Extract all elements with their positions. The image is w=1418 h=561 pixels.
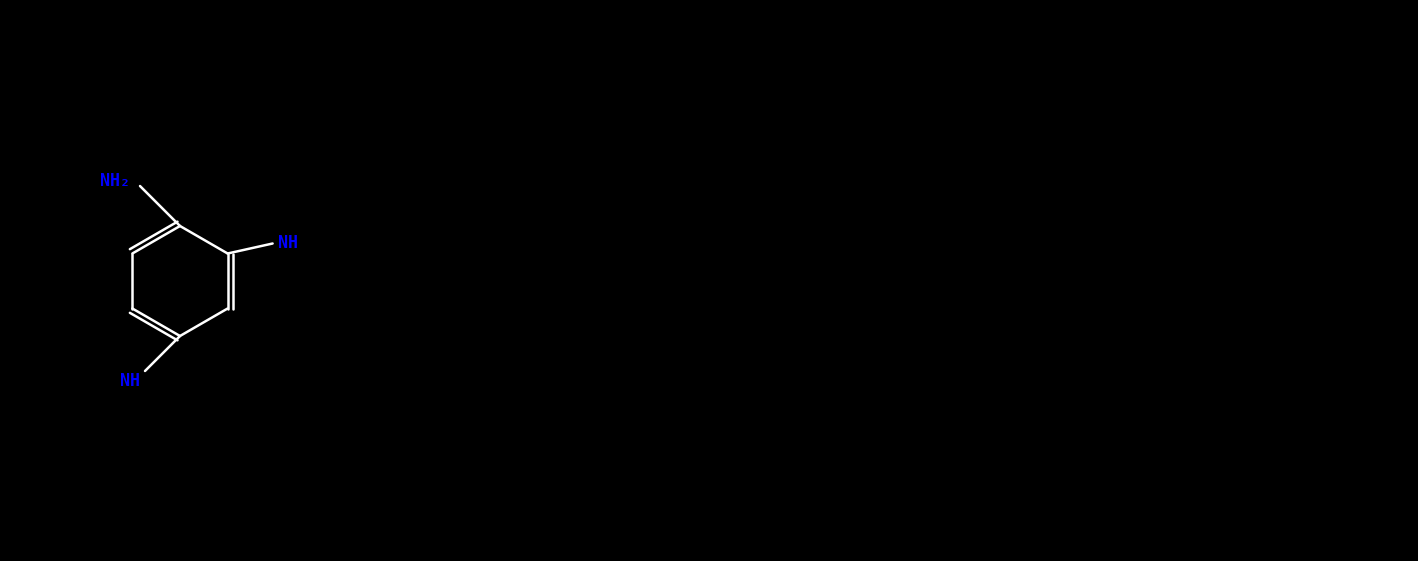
Text: NH₂: NH₂ [101, 172, 130, 190]
Text: NH: NH [121, 372, 140, 390]
Text: NH: NH [278, 234, 298, 252]
